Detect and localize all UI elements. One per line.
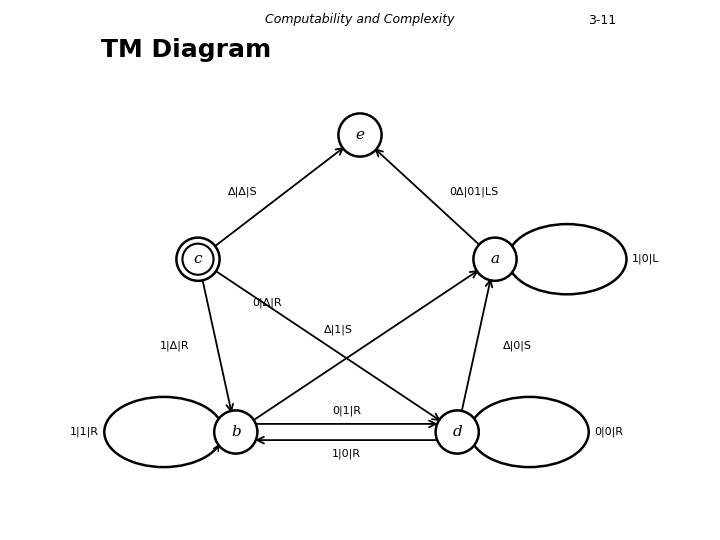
Text: d: d [452,425,462,439]
Text: 0|0|R: 0|0|R [594,427,623,437]
Text: e: e [356,128,364,142]
Text: 1|0|L: 1|0|L [632,254,660,265]
Text: 1|0|R: 1|0|R [332,448,361,458]
Text: c: c [194,252,202,266]
Text: 3-11: 3-11 [588,14,616,26]
Text: TM Diagram: TM Diagram [101,38,271,62]
Text: 1|Δ|R: 1|Δ|R [161,340,190,351]
Circle shape [338,113,382,157]
Text: 0|1|R: 0|1|R [332,406,361,416]
Text: Δ|0|S: Δ|0|S [503,340,532,351]
Text: 0|Δ|R: 0|Δ|R [252,297,282,307]
Text: 0Δ|01|LS: 0Δ|01|LS [449,186,498,197]
Text: Computability and Complexity: Computability and Complexity [265,14,455,26]
Circle shape [176,238,220,281]
Text: b: b [231,425,240,439]
Text: Δ|Δ|S: Δ|Δ|S [228,186,258,197]
Circle shape [215,410,258,454]
Text: Δ|1|S: Δ|1|S [324,325,353,335]
Text: 1|1|R: 1|1|R [70,427,99,437]
Circle shape [474,238,517,281]
Text: a: a [490,252,500,266]
Circle shape [436,410,479,454]
